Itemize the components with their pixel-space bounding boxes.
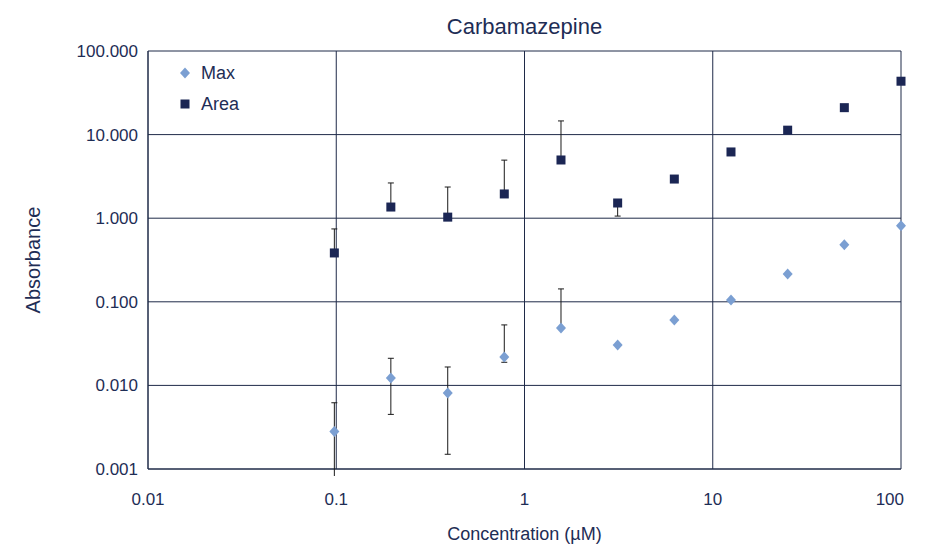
y-tick-label: 0.001	[95, 460, 138, 479]
y-tick-label: 1.000	[95, 209, 138, 228]
error-bar	[445, 187, 451, 217]
y-axis-line	[148, 51, 149, 469]
legend-marker	[180, 68, 190, 79]
error-bar	[331, 403, 337, 476]
point	[500, 189, 509, 198]
grid	[148, 51, 901, 469]
title: Carbamazepine	[447, 14, 602, 39]
point	[896, 220, 906, 231]
point	[556, 155, 565, 164]
legend-label: Max	[201, 63, 235, 83]
point	[330, 248, 339, 257]
legend: Max Area	[180, 63, 240, 114]
point	[783, 269, 793, 280]
x-grid-line	[148, 51, 149, 469]
x-tick-label: 0.01	[131, 490, 164, 509]
y-tick-label: 100.000	[77, 42, 138, 61]
point	[840, 103, 849, 112]
x-grid-line	[712, 51, 713, 469]
error-bar	[558, 289, 564, 328]
x-grid-line	[336, 51, 337, 469]
x-grid-line	[524, 51, 525, 469]
legend-label: Area	[201, 94, 240, 114]
series-max	[329, 220, 906, 476]
point	[613, 198, 622, 207]
point	[443, 213, 452, 222]
point	[613, 340, 623, 351]
x-tick-label: 100	[876, 490, 904, 509]
point	[669, 315, 679, 326]
y-tick-label: 0.100	[95, 293, 138, 312]
legend-marker	[181, 100, 190, 109]
error-bar	[501, 160, 507, 194]
point	[556, 322, 566, 333]
point	[726, 147, 735, 156]
y-tick-label: 0.010	[95, 376, 138, 395]
point	[499, 351, 509, 362]
point	[670, 175, 679, 184]
point	[386, 203, 395, 212]
error-bar	[388, 358, 394, 414]
series-area	[330, 77, 906, 258]
x-tick-label: 1	[520, 490, 529, 509]
y-tick-label: 10.000	[86, 126, 138, 145]
point	[897, 77, 906, 86]
x-axis-line	[148, 469, 901, 470]
point	[726, 295, 736, 306]
x-tick-label: 10	[703, 490, 722, 509]
error-bar	[558, 121, 564, 160]
point	[783, 126, 792, 135]
y-grid-line	[148, 469, 901, 470]
point	[386, 372, 396, 383]
y-axis-label: Absorbance	[22, 207, 44, 314]
chart: 0.001 0.010 0.100 1.000 10.000 100.000 0.01 0.1…	[0, 0, 950, 550]
x-grid-line	[901, 51, 902, 469]
x-axis-label: Concentration (µM)	[447, 524, 601, 544]
plot-area	[329, 77, 906, 476]
point	[443, 388, 453, 399]
x-tick-label: 0.1	[324, 490, 348, 509]
error-bar	[445, 367, 451, 454]
point	[329, 426, 339, 437]
point	[839, 239, 849, 250]
